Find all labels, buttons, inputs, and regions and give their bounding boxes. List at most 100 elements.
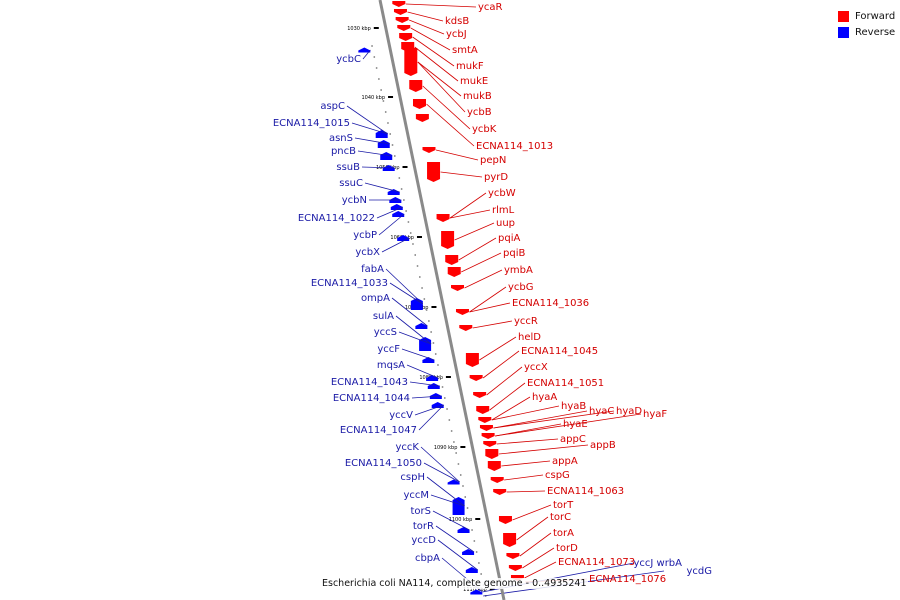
forward-gene-glyph <box>445 255 459 265</box>
reverse-leader-line <box>381 237 410 253</box>
forward-gene-label[interactable]: appA <box>552 456 578 467</box>
forward-gene-label[interactable]: hyaA <box>532 392 557 403</box>
forward-gene-label[interactable]: ECNA114_1013 <box>476 141 553 152</box>
track-dot <box>405 210 407 212</box>
reverse-gene-label[interactable]: fabA <box>361 264 384 275</box>
reverse-gene-label[interactable]: ECNA114_1047 <box>340 425 417 436</box>
forward-gene-label[interactable]: ECNA114_1076 <box>589 574 666 585</box>
forward-gene-label[interactable]: ycbB <box>467 107 492 118</box>
forward-gene-label[interactable]: hyaE <box>563 419 588 430</box>
track-dot <box>469 518 471 520</box>
forward-gene-label[interactable]: yccR <box>514 316 538 327</box>
forward-leader-line <box>449 192 487 219</box>
forward-gene-label[interactable]: uup <box>496 218 515 229</box>
scale-tick-label: 1030 kbp <box>347 26 371 32</box>
forward-gene-label[interactable]: ycaR <box>478 2 503 13</box>
forward-gene-label[interactable]: ycbK <box>472 124 497 135</box>
reverse-gene-label[interactable]: ycdG <box>686 566 712 577</box>
forward-gene-label[interactable]: hyaC <box>589 406 614 417</box>
reverse-gene-label[interactable]: asnS <box>329 133 353 144</box>
reverse-leader-line <box>420 446 460 483</box>
reverse-gene-label[interactable]: yccS <box>374 327 397 338</box>
forward-leader-line <box>449 209 491 219</box>
track-dot <box>416 265 419 267</box>
forward-leader-line <box>506 490 546 493</box>
forward-gene-label[interactable]: hyaD <box>616 406 642 417</box>
forward-leader-line <box>412 36 455 67</box>
reverse-gene-label[interactable]: cbpA <box>415 553 440 564</box>
forward-gene-glyph <box>469 375 483 381</box>
reverse-gene-label[interactable]: mqsA <box>377 360 405 371</box>
reverse-gene-label[interactable]: torS <box>411 506 432 517</box>
forward-gene-label[interactable]: mukB <box>463 91 492 102</box>
reverse-leader-line <box>354 137 390 145</box>
forward-gene-label[interactable]: ECNA114_1036 <box>512 298 589 309</box>
reverse-gene-label[interactable]: ompA <box>361 293 390 304</box>
forward-gene-label[interactable]: pqiB <box>503 248 525 259</box>
reverse-gene-label[interactable]: yccV <box>389 410 413 421</box>
track-dot <box>407 221 410 223</box>
forward-gene-label[interactable]: pepN <box>480 155 506 166</box>
genome-caption: Escherichia coli NA114, complete genome … <box>320 578 589 589</box>
forward-gene-label[interactable]: ymbA <box>504 265 533 276</box>
scale-tick-label: 1110 kbp <box>463 587 487 593</box>
forward-gene-label[interactable]: smtA <box>452 45 478 56</box>
reverse-gene-label[interactable]: ECNA114_1033 <box>311 278 388 289</box>
forward-gene-label[interactable]: ycbG <box>508 282 534 293</box>
forward-gene-label[interactable]: cspG <box>545 470 570 481</box>
reverse-gene-glyph <box>447 479 460 485</box>
track-dot <box>403 199 405 201</box>
reverse-gene-label[interactable]: cspH <box>400 472 425 483</box>
forward-gene-label[interactable]: torA <box>553 528 574 539</box>
forward-gene-label[interactable]: ECNA114_1045 <box>521 346 598 357</box>
forward-gene-label[interactable]: hyaF <box>643 409 667 420</box>
forward-gene-label[interactable]: kdsB <box>445 16 469 27</box>
forward-gene-label[interactable]: ECNA114_1051 <box>527 378 604 389</box>
forward-gene-label[interactable]: pyrD <box>484 172 508 183</box>
forward-gene-label[interactable]: ECNA114_1073 <box>558 557 635 568</box>
forward-leader-line <box>504 474 544 481</box>
reverse-gene-glyph <box>377 140 390 148</box>
forward-gene-label[interactable]: ycbJ <box>446 29 467 40</box>
forward-gene-label[interactable]: ECNA114_1063 <box>547 486 624 497</box>
reverse-gene-label[interactable]: ycbC <box>336 54 361 65</box>
forward-gene-label[interactable]: appC <box>560 434 586 445</box>
forward-gene-label[interactable]: mukE <box>460 76 488 87</box>
reverse-gene-label[interactable]: yccF <box>377 344 400 355</box>
forward-gene-label[interactable]: rlmL <box>492 205 515 216</box>
scale-tick-label: 1040 kbp <box>361 95 385 101</box>
forward-gene-label[interactable]: ycbW <box>488 188 516 199</box>
reverse-gene-label[interactable]: ECNA114_1044 <box>333 393 410 404</box>
reverse-gene-label[interactable]: yccD <box>411 535 436 546</box>
reverse-gene-label[interactable]: ECNA114_1022 <box>298 213 375 224</box>
reverse-gene-label[interactable]: ECNA114_1015 <box>273 118 350 129</box>
forward-gene-label[interactable]: appB <box>590 440 616 451</box>
reverse-leader-line <box>362 49 371 60</box>
reverse-gene-label[interactable]: ssuC <box>339 178 363 189</box>
forward-leader-line <box>407 11 444 22</box>
forward-gene-label[interactable]: torC <box>550 512 571 523</box>
reverse-gene-label[interactable]: ycbN <box>342 195 367 206</box>
reverse-gene-label[interactable]: aspC <box>320 101 345 112</box>
reverse-gene-label[interactable]: ssuB <box>336 162 360 173</box>
forward-gene-label[interactable]: helD <box>518 332 541 343</box>
reverse-gene-label[interactable]: yccM <box>403 490 429 501</box>
forward-gene-glyph <box>508 565 522 571</box>
reverse-gene-label[interactable]: pncB <box>331 146 356 157</box>
forward-gene-label[interactable]: mukF <box>456 61 484 72</box>
reverse-gene-label[interactable]: ECNA114_1043 <box>331 377 408 388</box>
forward-gene-label[interactable]: torD <box>556 543 578 554</box>
reverse-gene-label[interactable]: torR <box>413 521 434 532</box>
reverse-swatch <box>838 26 849 38</box>
reverse-gene-label[interactable]: ycbP <box>353 230 377 241</box>
forward-gene-label[interactable]: hyaB <box>561 401 586 412</box>
forward-gene-glyph <box>455 309 469 315</box>
reverse-gene-label[interactable]: ECNA114_1050 <box>345 458 422 469</box>
forward-gene-label[interactable]: yccX <box>524 362 548 373</box>
reverse-gene-label[interactable]: yccJ wrbA <box>633 558 682 569</box>
reverse-gene-label[interactable]: ycbX <box>355 247 380 258</box>
forward-gene-label[interactable]: torT <box>553 500 574 511</box>
reverse-gene-label[interactable]: yccK <box>396 442 420 453</box>
reverse-gene-label[interactable]: sulA <box>373 311 394 322</box>
forward-gene-label[interactable]: pqiA <box>498 233 520 244</box>
